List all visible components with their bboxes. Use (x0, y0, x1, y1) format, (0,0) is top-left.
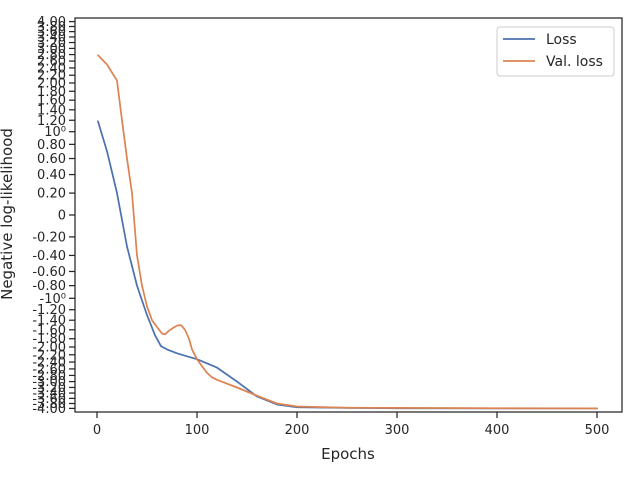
y-tick-label: 0 (58, 209, 66, 224)
y-tick-label: 3.40 (37, 30, 66, 45)
y-tick-label: 2.20 (37, 69, 66, 84)
legend: Loss Val. loss (496, 26, 615, 77)
y-tick-label: 10⁰ (44, 125, 66, 140)
y-tick-label: 3.60 (37, 25, 66, 40)
y-axis-label: Negative log-likelihood (0, 128, 16, 300)
y-tick-label: -2.20 (32, 348, 66, 363)
x-tick-label: 200 (285, 423, 310, 438)
y-tick-label: 3.80 (37, 20, 66, 35)
x-axis: 0 100 200 300 400 500 (93, 412, 610, 438)
y-tick-label: 1.60 (37, 94, 66, 109)
y-tick-label: -2.80 (32, 369, 66, 384)
y-tick-label: 2.80 (37, 48, 66, 63)
y-tick-label: 1.20 (37, 114, 66, 129)
y-tick-label: -0.80 (32, 279, 66, 294)
y-tick-label: -1.60 (32, 323, 66, 338)
y-axis: 4.003.803.603.403.203.002.802.602.402.20… (32, 15, 75, 417)
y-tick-label: -3.60 (32, 392, 66, 407)
y-tick-label: -0.60 (32, 265, 66, 280)
x-tick-label: 100 (185, 423, 210, 438)
y-tick-label: -3.00 (32, 375, 66, 390)
y-tick-label: 3.00 (37, 42, 66, 57)
y-tick-label: -1.20 (32, 303, 66, 318)
y-tick-label: -4.00 (32, 402, 66, 417)
y-tick-label: -1.80 (32, 332, 66, 347)
y-tick-label: -10⁰ (40, 292, 66, 307)
y-tick-label: 4.00 (37, 15, 66, 30)
legend-label: Loss (546, 32, 577, 48)
y-tick-label: -0.20 (32, 230, 66, 245)
y-tick-label: -2.40 (32, 356, 66, 371)
x-tick-label: 300 (385, 423, 410, 438)
y-tick-label: 3.20 (37, 36, 66, 51)
legend-label: Val. loss (546, 54, 603, 70)
y-tick-label: 1.80 (37, 85, 66, 100)
plot-area (74, 17, 623, 413)
y-tick-label: -3.80 (32, 397, 66, 412)
y-tick-label: 0.20 (37, 187, 66, 202)
y-tick-label: -3.40 (32, 387, 66, 402)
x-tick-label: 500 (585, 423, 610, 438)
series-lines (97, 54, 598, 410)
y-tick-label: -1.40 (32, 314, 66, 329)
series-line-loss (97, 120, 598, 410)
y-tick-label: 0.40 (37, 168, 66, 183)
x-tick-label: 400 (485, 423, 510, 438)
y-tick-label: -3.20 (32, 381, 66, 396)
y-tick-label: -2.60 (32, 362, 66, 377)
x-tick-label: 0 (93, 423, 101, 438)
series-line-val-loss (97, 54, 598, 410)
y-tick-label: -0.40 (32, 249, 66, 264)
y-tick-label: 0.60 (37, 152, 66, 167)
y-tick-label: 0.80 (37, 138, 66, 153)
y-tick-label: 2.60 (37, 55, 66, 70)
y-tick-label: 2.00 (37, 76, 66, 91)
y-tick-label: 2.40 (37, 61, 66, 76)
x-axis-label: Epochs (321, 445, 375, 463)
y-tick-label: 1.40 (37, 103, 66, 118)
y-tick-label: -2.00 (32, 341, 66, 356)
plot-frame (74, 17, 623, 413)
